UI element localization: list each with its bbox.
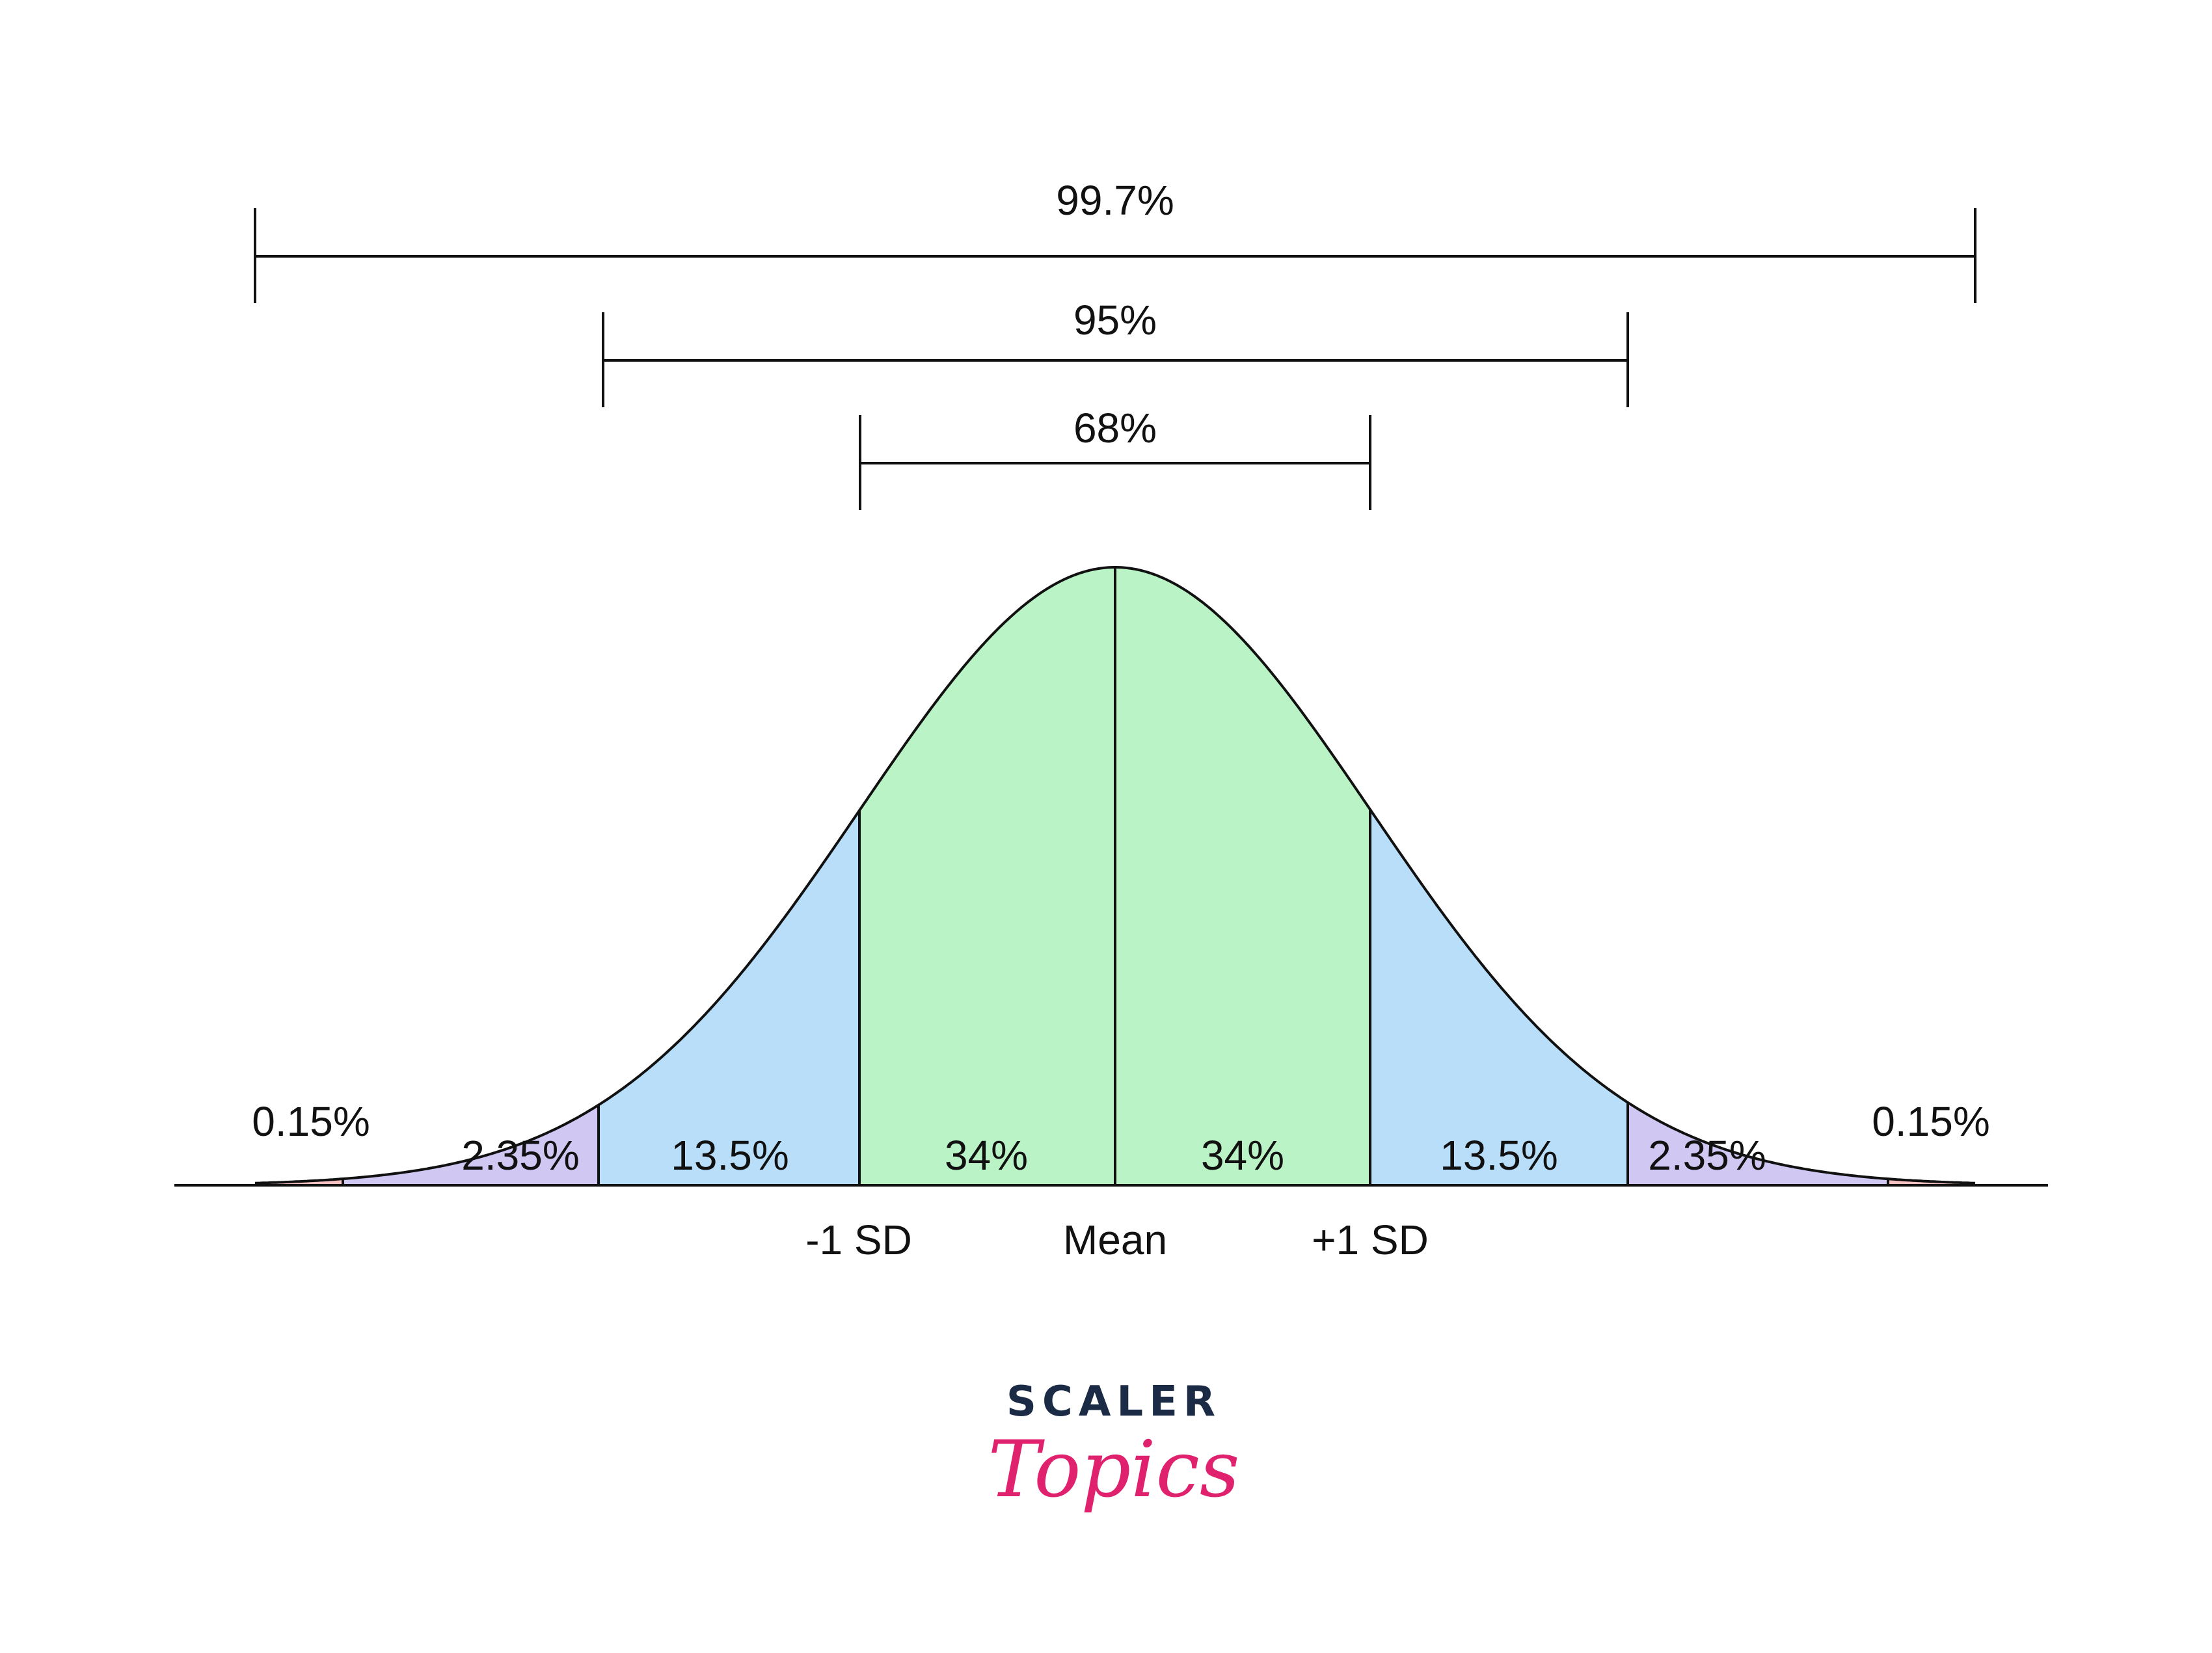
region-label-left-1sd: 13.5% xyxy=(671,1132,789,1179)
region-label-right-center: 34% xyxy=(1201,1132,1284,1179)
region-label-far-right-tail: 0.15% xyxy=(1872,1098,1989,1145)
region-label-far-left-tail: 0.15% xyxy=(252,1098,370,1145)
bracket-99-7-label: 99.7% xyxy=(1056,177,1174,224)
bracket-95-label: 95% xyxy=(1073,297,1157,343)
axis-label-plus-1sd: +1 SD xyxy=(1312,1216,1429,1263)
distribution-regions xyxy=(255,567,1975,1185)
scaler-topics-logo: SCALER Topics xyxy=(988,1378,1240,1515)
region-label-right-2sd: 2.35% xyxy=(1648,1132,1766,1179)
region-label-left-2sd: 2.35% xyxy=(461,1132,579,1179)
region-left-center xyxy=(859,567,1115,1185)
region-label-right-1sd: 13.5% xyxy=(1440,1132,1558,1179)
region-left-2sd xyxy=(343,1105,599,1185)
bell-curve xyxy=(254,566,1976,1185)
bracket-99-7 xyxy=(254,208,1976,303)
axis-label-mean: Mean xyxy=(1063,1216,1167,1263)
logo-scaler-text: SCALER xyxy=(1006,1378,1221,1426)
bracket-95 xyxy=(602,312,1629,407)
region-right-center xyxy=(1115,567,1370,1185)
axis-label-minus-1sd: -1 SD xyxy=(805,1216,912,1263)
bracket-68-label: 68% xyxy=(1073,405,1157,451)
region-label-left-center: 34% xyxy=(945,1132,1028,1179)
logo-topics-text: Topics xyxy=(988,1425,1240,1515)
bracket-68 xyxy=(859,415,1371,510)
region-right-2sd xyxy=(1628,1102,1888,1185)
